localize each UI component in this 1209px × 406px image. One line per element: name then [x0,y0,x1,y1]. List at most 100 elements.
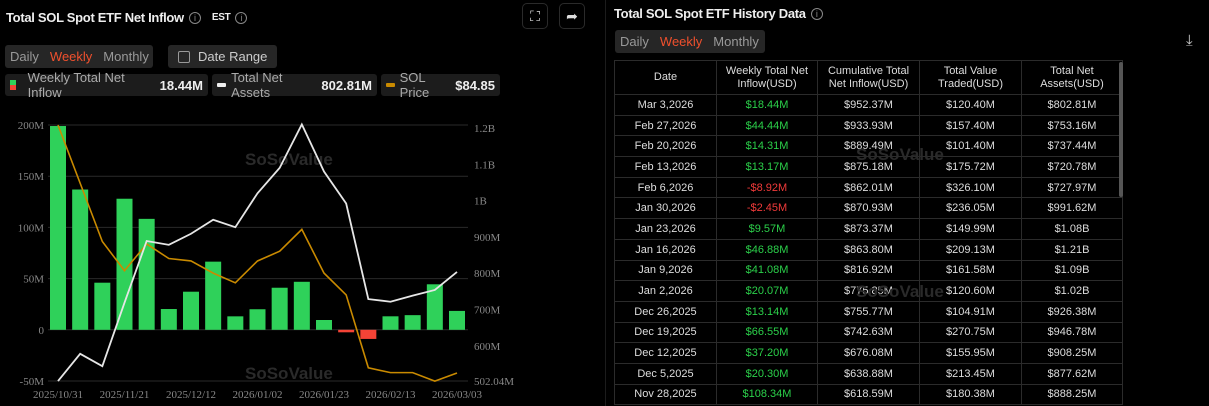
inflow-bar [138,218,155,330]
tab-weekly[interactable]: Weekly [659,34,703,49]
table-cell: Mar 3,2026 [614,94,717,116]
table-cell: $742.63M [817,321,920,344]
chart-title: Total SOL Spot ETF Net Inflow i EST i [6,10,248,25]
left-axis-tick: -50M [20,376,45,388]
table-cell: $737.44M [1021,135,1123,158]
column-header[interactable]: Date [614,60,717,95]
right-axis-tick: 1B [474,196,487,208]
table-scrollbar[interactable] [1119,62,1123,197]
inflow-bar [72,189,89,330]
table-cell: $863.80M [817,238,920,261]
left-axis-tick: 200M [18,120,45,132]
table-cell: $149.99M [919,218,1022,240]
tab-monthly[interactable]: Monthly [103,49,149,64]
table-cell: Jan 30,2026 [614,197,717,220]
table-cell: $18.44M [716,94,818,116]
table-cell: $270.75M [919,321,1022,344]
table-row: Dec 19,2025 $66.55M $742.63M $270.75M $946.7… [614,321,1123,344]
table-header-row: Date Weekly Total Net Inflow(USD) Cumula… [614,60,1123,95]
chart-title-text: Total SOL Spot ETF Net Inflow [6,10,184,25]
table-cell: $326.10M [919,176,1022,199]
table-cell: $1.02B [1021,280,1123,302]
x-axis-tick: 2025/11/21 [100,389,150,401]
table-row: Feb 13,2026 $13.17M $875.18M $175.72M $720.7… [614,156,1123,178]
table-cell: $209.13M [919,238,1022,261]
table-cell: $638.88M [817,362,920,385]
table-cell: $1.09B [1021,259,1123,282]
inflow-bar [338,329,355,333]
table-cell: $120.40M [919,94,1022,116]
info-icon[interactable]: i [188,11,201,24]
table-cell: Dec 19,2025 [614,321,717,344]
inflow-bar [404,315,421,330]
net-inflow-panel: Total SOL Spot ETF Net Inflow i EST i ⛶ … [0,0,600,406]
tab-daily[interactable]: Daily [620,34,649,49]
table-row: Dec 12,2025 $37.20M $676.08M $155.95M $908.2… [614,342,1123,364]
table-cell: $618.59M [817,383,920,406]
column-header[interactable]: Total Net Assets(USD) [1021,60,1123,95]
table-title-text: Total SOL Spot ETF History Data [614,6,806,21]
table-row: Feb 27,2026 $44.44M $933.93M $157.40M $753.1… [614,114,1123,137]
timezone-info-icon[interactable]: i [235,11,248,24]
table-row: Dec 5,2025 $20.30M $638.88M $213.45M $877.62… [614,362,1123,385]
inflow-bar [116,198,133,330]
table-row: Jan 23,2026 $9.57M $873.37M $149.99M $1.08B [614,218,1123,240]
table-cell: $870.93M [817,197,920,220]
download-icon[interactable]: ⤓ [1186,32,1193,49]
share-icon: ➦ [566,7,578,24]
left-axis-tick: 50M [23,274,44,286]
right-axis-tick: 900M [474,232,501,244]
inflow-bar [94,282,111,330]
legend-sol-price[interactable]: SOL Price $84.85 [381,70,500,100]
table-cell: $991.62M [1021,197,1123,220]
table-title: Total SOL Spot ETF History Data i [614,6,823,21]
table-cell: Jan 9,2026 [614,259,717,282]
right-axis-tick: 1.1B [474,159,495,171]
column-header[interactable]: Total Value Traded(USD) [919,60,1022,95]
tab-monthly[interactable]: Monthly [713,34,759,49]
table-cell: $888.25M [1021,383,1123,406]
table-cell: Dec 12,2025 [614,342,717,364]
table-cell: Feb 20,2026 [614,135,717,158]
table-cell: $41.08M [716,259,818,282]
table-cell: $13.14M [716,300,818,323]
table-cell: $175.72M [919,156,1022,178]
column-header[interactable]: Cumulative Total Net Inflow(USD) [817,60,920,95]
tab-weekly[interactable]: Weekly [49,49,93,64]
calendar-icon [178,50,190,63]
inflow-bar [183,291,199,330]
table-cell: $37.20M [716,342,818,364]
fullscreen-icon: ⛶ [530,7,540,24]
table-row: Jan 9,2026 $41.08M $816.92M $161.58M $1.09B [614,259,1123,282]
right-axis-tick: 800M [474,268,501,280]
table-row: Jan 30,2026 -$2.45M $870.93M $236.05M $991.6… [614,197,1123,220]
right-axis-tick: 502.04M [474,376,514,388]
column-header[interactable]: Weekly Total Net Inflow(USD) [716,60,818,95]
table-cell: $108.34M [716,383,818,406]
table-cell: $213.45M [919,362,1022,385]
legend-net-inflow[interactable]: Weekly Total Net Inflow 18.44M [5,70,208,100]
table-row: Mar 3,2026 $18.44M $952.37M $120.40M $802.81… [614,94,1123,116]
table-cell: $20.07M [716,280,818,302]
date-range-button[interactable]: Date Range [168,45,277,68]
table-cell: Dec 5,2025 [614,362,717,385]
share-button[interactable]: ➦ [559,3,585,29]
fullscreen-button[interactable]: ⛶ [522,3,548,29]
table-cell: $14.31M [716,135,818,158]
tab-daily[interactable]: Daily [10,49,39,64]
net-assets-line [57,122,458,382]
inflow-bar [382,316,399,330]
inflow-bar [50,126,66,330]
table-cell: $933.93M [817,114,920,137]
legend-value: 802.81M [321,77,372,93]
info-icon[interactable]: i [810,7,823,20]
legend-net-assets[interactable]: Total Net Assets 802.81M [212,70,377,100]
line-swatch-icon [217,83,227,87]
inflow-bar [316,320,332,330]
table-cell: $155.95M [919,342,1022,364]
line-swatch-icon [386,83,395,87]
right-axis-tick: 700M [474,305,501,317]
legend-label: Total Net Assets [231,70,283,100]
inflow-bar [249,309,266,330]
table-cell: $161.58M [919,259,1022,282]
